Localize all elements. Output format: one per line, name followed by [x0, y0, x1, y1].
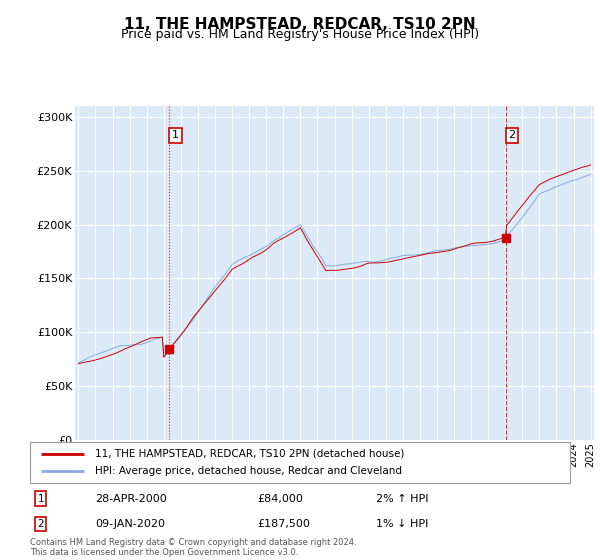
Text: 11, THE HAMPSTEAD, REDCAR, TS10 2PN: 11, THE HAMPSTEAD, REDCAR, TS10 2PN	[124, 17, 476, 32]
Text: 1% ↓ HPI: 1% ↓ HPI	[376, 519, 428, 529]
Text: 2: 2	[508, 130, 515, 141]
Text: £187,500: £187,500	[257, 519, 310, 529]
Text: Contains HM Land Registry data © Crown copyright and database right 2024.
This d: Contains HM Land Registry data © Crown c…	[30, 538, 356, 557]
Text: 28-APR-2000: 28-APR-2000	[95, 493, 167, 503]
FancyBboxPatch shape	[30, 442, 570, 483]
Text: Price paid vs. HM Land Registry's House Price Index (HPI): Price paid vs. HM Land Registry's House …	[121, 28, 479, 41]
Text: 11, THE HAMPSTEAD, REDCAR, TS10 2PN (detached house): 11, THE HAMPSTEAD, REDCAR, TS10 2PN (det…	[95, 449, 404, 459]
Text: 1: 1	[37, 493, 44, 503]
Text: 09-JAN-2020: 09-JAN-2020	[95, 519, 165, 529]
Text: HPI: Average price, detached house, Redcar and Cleveland: HPI: Average price, detached house, Redc…	[95, 466, 402, 477]
Text: 1: 1	[172, 130, 179, 141]
Text: 2: 2	[37, 519, 44, 529]
Text: 2% ↑ HPI: 2% ↑ HPI	[376, 493, 428, 503]
Text: £84,000: £84,000	[257, 493, 302, 503]
